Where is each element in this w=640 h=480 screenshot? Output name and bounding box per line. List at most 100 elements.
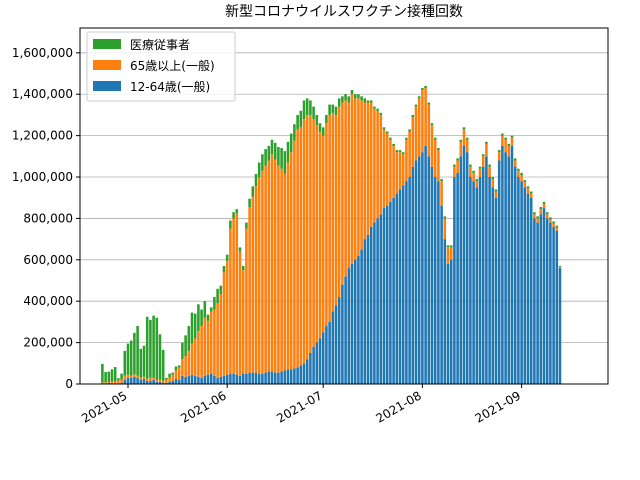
bar-segment	[507, 145, 511, 157]
bar-segment	[280, 371, 283, 384]
bar-segment	[293, 140, 296, 369]
bar-segment	[168, 381, 171, 384]
bar-segment	[225, 374, 229, 384]
bar-segment	[401, 154, 405, 186]
bar-segment	[235, 213, 239, 375]
bar-segment	[312, 106, 315, 120]
bar-segment	[142, 376, 146, 379]
x-axis: 2021-05 2021-06 2021-07 2021-08 2021-09	[79, 384, 523, 426]
bar-segment	[325, 114, 328, 124]
bar-segment	[529, 191, 533, 194]
bar-segment	[401, 185, 405, 384]
bar-segment	[427, 156, 431, 384]
bar-segment	[449, 259, 453, 384]
bar-segment	[475, 181, 479, 188]
bar-segment	[350, 90, 354, 95]
bar-segment	[405, 137, 408, 140]
bar-segment	[168, 377, 171, 382]
bar-segment	[296, 129, 299, 368]
bar-segment	[171, 372, 175, 375]
bar-segment	[299, 127, 303, 366]
bar-segment	[318, 123, 322, 132]
bar-segment	[536, 222, 539, 384]
bar-segment	[459, 141, 463, 157]
bar-segment	[526, 188, 530, 194]
bar-segment	[145, 380, 149, 384]
bar-segment	[347, 268, 351, 384]
bar-segment	[360, 100, 363, 250]
bar-segment	[107, 371, 111, 382]
bar-segment	[241, 373, 245, 384]
bar-segment	[280, 168, 283, 372]
bar-segment	[149, 380, 152, 384]
bar-segment	[213, 375, 216, 384]
bar-segment	[229, 373, 232, 384]
bar-segment	[126, 343, 130, 375]
bar-segment	[337, 98, 341, 107]
bar-segment	[206, 374, 210, 384]
bar-segment	[469, 166, 472, 178]
bar-segment	[238, 375, 242, 384]
bar-segment	[238, 251, 242, 376]
bar-segment	[523, 182, 527, 188]
bar-segment	[222, 272, 226, 376]
bar-segment	[222, 266, 226, 273]
x-tick-label: 2021-06	[178, 388, 228, 425]
bar-segment	[481, 156, 485, 167]
bar-segment	[161, 380, 165, 383]
bar-segment	[235, 374, 239, 384]
bar-segment	[129, 340, 133, 376]
bar-segment	[289, 152, 293, 370]
bar-segment	[411, 166, 415, 384]
bar-segment	[453, 177, 456, 384]
bar-segment	[542, 201, 546, 204]
bar-segment	[289, 369, 293, 384]
bar-segment	[123, 350, 127, 376]
bar-segment	[414, 160, 418, 384]
bar-segment	[257, 177, 261, 374]
bar-segment	[488, 164, 491, 167]
y-tick-label: 200,000	[23, 336, 73, 350]
bar-segment	[491, 187, 495, 384]
bar-segment	[526, 186, 530, 189]
bar-segment	[504, 139, 507, 153]
bar-segment	[216, 288, 219, 304]
bar-segment	[270, 154, 274, 372]
bar-segment	[555, 227, 559, 231]
bar-segment	[494, 191, 498, 198]
bar-segment	[267, 145, 271, 161]
bar-segment	[248, 207, 251, 373]
bar-segment	[465, 152, 469, 384]
bar-segment	[363, 102, 367, 240]
bar-segment	[545, 218, 549, 384]
bar-segment	[347, 102, 351, 269]
bar-segment	[366, 100, 370, 103]
bar-segment	[155, 317, 159, 380]
bar-segment	[433, 139, 437, 178]
bar-segment	[405, 181, 408, 384]
bar-segment	[187, 350, 191, 376]
bar-segment	[190, 374, 194, 384]
legend-swatch	[93, 81, 121, 91]
bar-segment	[302, 100, 306, 120]
bar-segment	[203, 301, 207, 318]
bar-segment	[555, 230, 559, 384]
bar-segment	[421, 152, 424, 384]
bar-segment	[117, 378, 120, 381]
bar-segment	[526, 193, 530, 384]
bar-segment	[491, 177, 495, 180]
bar-segment	[555, 225, 559, 228]
bar-segment	[152, 315, 155, 378]
bar-segment	[369, 226, 373, 384]
bar-segment	[392, 197, 395, 384]
bar-segment	[113, 381, 117, 384]
bar-segment	[251, 186, 255, 197]
bar-segment	[475, 179, 479, 182]
bar-segment	[417, 98, 421, 157]
bar-segment	[318, 338, 322, 384]
bar-segment	[158, 334, 162, 380]
bar-segment	[353, 98, 357, 260]
bar-segment	[315, 342, 319, 384]
bar-segment	[549, 222, 552, 384]
bar-segment	[168, 373, 171, 378]
